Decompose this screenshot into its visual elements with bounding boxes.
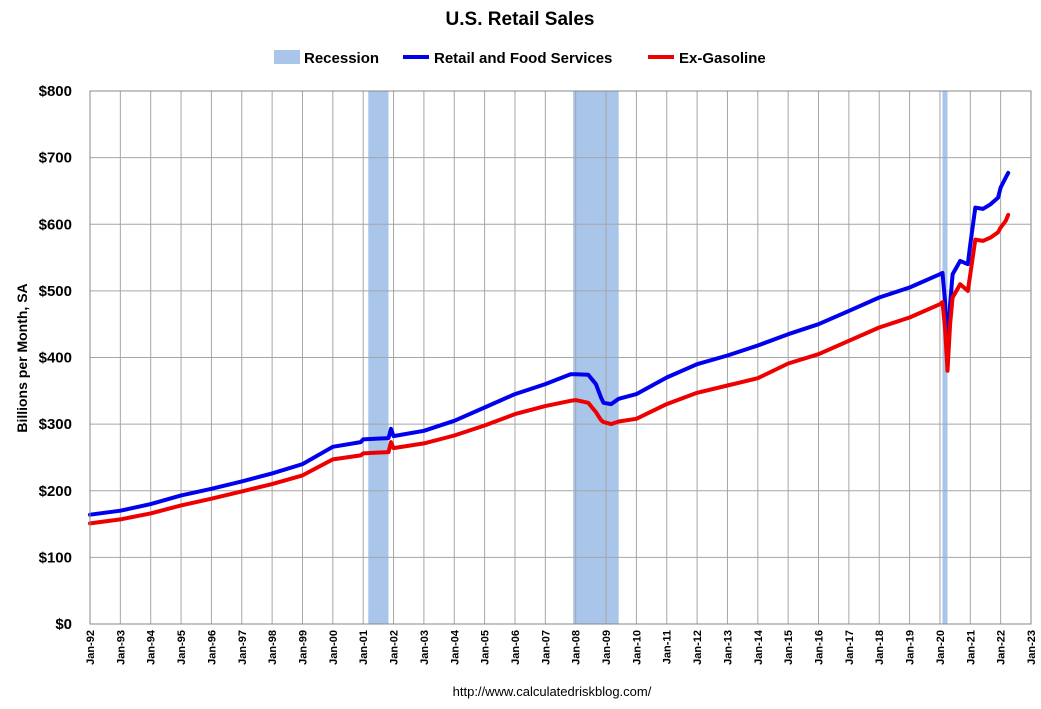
x-tick-label-28: Jan-20 xyxy=(935,630,947,665)
x-tick-label-10: Jan-02 xyxy=(389,630,401,665)
x-tick-label-7: Jan-99 xyxy=(297,630,309,665)
x-tick-label-0: Jan-92 xyxy=(85,630,97,665)
x-tick-label-13: Jan-05 xyxy=(480,630,492,665)
y-tick-label-3: $300 xyxy=(39,416,72,433)
x-tick-label-21: Jan-13 xyxy=(722,630,734,665)
x-tick-label-18: Jan-10 xyxy=(631,630,643,665)
x-tick-label-29: Jan-21 xyxy=(965,630,977,665)
y-tick-label-2: $200 xyxy=(39,483,72,500)
y-axis-label: Billions per Month, SA xyxy=(14,283,30,432)
x-tick-label-5: Jan-97 xyxy=(237,630,249,665)
x-tick-label-30: Jan-22 xyxy=(996,630,1008,665)
series-line-retail-and-food-services xyxy=(88,170,1011,517)
x-axis-ticks: Jan-92 Jan-93 Jan-94 Jan-95 Jan-96 Jan-97 Jan-… xyxy=(85,629,1038,665)
x-tick-label-6: Jan-98 xyxy=(267,630,279,665)
y-tick-label-4: $400 xyxy=(39,350,72,367)
x-tick-label-1: Jan-93 xyxy=(115,630,127,665)
legend: Recession Retail and Food Services Ex-Ga… xyxy=(274,50,766,67)
x-tick-label-2: Jan-94 xyxy=(146,629,158,665)
chart-title: U.S. Retail Sales xyxy=(446,9,595,30)
source-url: http://www.calculatedriskblog.com/ xyxy=(453,684,652,699)
legend-recession-label: Recession xyxy=(304,50,379,67)
y-tick-label-7: $700 xyxy=(39,150,72,167)
legend-exgas-label: Ex-Gasoline xyxy=(679,50,766,67)
series-lines xyxy=(88,170,1011,526)
x-tick-label-8: Jan-00 xyxy=(328,630,340,665)
x-tick-label-27: Jan-19 xyxy=(905,630,917,665)
x-tick-label-3: Jan-95 xyxy=(176,630,188,665)
x-tick-label-4: Jan-96 xyxy=(206,630,218,665)
legend-retail-label: Retail and Food Services xyxy=(434,50,612,67)
x-tick-label-9: Jan-01 xyxy=(358,630,370,665)
legend-recession-swatch xyxy=(274,50,300,64)
y-tick-label-6: $600 xyxy=(39,216,72,233)
plot-area-border xyxy=(89,90,1032,625)
y-tick-label-0: $0 xyxy=(55,616,72,633)
x-tick-label-31: Jan-23 xyxy=(1026,630,1038,665)
x-tick-label-15: Jan-07 xyxy=(540,630,552,665)
series-line-ex-gasoline xyxy=(88,212,1011,526)
gridlines xyxy=(89,90,1032,625)
x-tick-label-12: Jan-04 xyxy=(449,629,461,665)
y-tick-label-1: $100 xyxy=(39,549,72,566)
x-tick-label-11: Jan-03 xyxy=(419,630,431,665)
x-tick-label-22: Jan-14 xyxy=(753,629,765,665)
y-tick-label-8: $800 xyxy=(39,83,72,100)
x-tick-label-25: Jan-17 xyxy=(844,630,856,665)
x-tick-label-24: Jan-16 xyxy=(814,630,826,665)
x-tick-label-14: Jan-06 xyxy=(510,630,522,665)
x-tick-label-16: Jan-08 xyxy=(571,630,583,665)
x-tick-label-26: Jan-18 xyxy=(874,630,886,665)
x-tick-label-20: Jan-12 xyxy=(692,630,704,665)
x-tick-label-23: Jan-15 xyxy=(783,630,795,665)
y-tick-label-5: $500 xyxy=(39,283,72,300)
x-tick-label-17: Jan-09 xyxy=(601,630,613,665)
x-tick-label-19: Jan-11 xyxy=(662,630,674,664)
y-axis-ticks: $0 $100 $200 $300 $400 $500 $600 $700 $800 xyxy=(39,83,72,633)
